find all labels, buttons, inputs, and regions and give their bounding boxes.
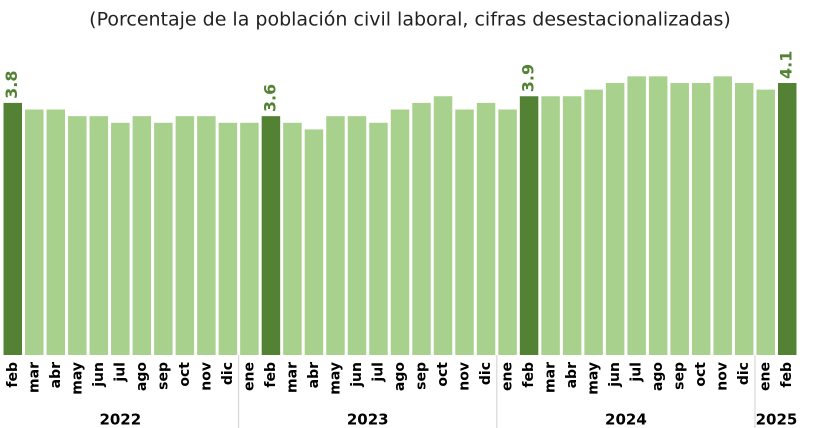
bar <box>648 76 668 355</box>
bar <box>756 89 775 355</box>
bar <box>670 82 689 355</box>
bar <box>89 116 109 356</box>
chart-title: (Porcentaje de la población civil labora… <box>89 9 731 31</box>
x-tick-label: mar <box>543 362 559 393</box>
bar <box>197 116 216 356</box>
x-tick-label: jun <box>349 362 365 388</box>
bar <box>369 122 388 356</box>
bar <box>175 116 195 356</box>
x-tick-label: abr <box>306 362 322 388</box>
x-tick-label: feb <box>5 362 21 388</box>
bar <box>218 122 238 356</box>
x-tick-label: ago <box>392 362 408 391</box>
x-tick-label: nov <box>457 362 473 391</box>
bar <box>283 122 302 356</box>
bar <box>777 82 797 355</box>
bar <box>541 96 560 355</box>
year-label: 2024 <box>605 411 647 428</box>
x-tick-label: abr <box>564 362 580 388</box>
bar <box>412 102 431 355</box>
bar <box>691 82 711 355</box>
x-tick-label: oct <box>435 362 451 387</box>
x-tick-label: may <box>327 362 343 395</box>
bar <box>132 116 152 356</box>
bar <box>154 122 173 356</box>
x-tick-label: ago <box>134 362 150 391</box>
bar <box>25 109 44 356</box>
value-label: 3.8 <box>2 71 21 99</box>
x-tick-label: nov <box>198 362 214 391</box>
bar <box>519 96 539 355</box>
value-label: 3.9 <box>519 64 538 92</box>
x-tick-label: ene <box>241 362 257 391</box>
bar <box>347 116 367 356</box>
x-tick-label: sep <box>414 362 430 390</box>
bar <box>390 109 410 356</box>
value-label: 4.1 <box>777 51 796 79</box>
year-label: 2023 <box>347 411 389 428</box>
x-tick-label: sep <box>672 362 688 390</box>
x-tick-label: mar <box>284 362 300 393</box>
year-label: 2022 <box>99 411 141 428</box>
x-tick-label: dic <box>478 362 494 385</box>
x-tick-label: ene <box>758 362 774 391</box>
bar <box>304 129 324 355</box>
bar <box>584 89 603 355</box>
x-tick-label: ago <box>650 362 666 391</box>
bar <box>46 109 66 356</box>
x-tick-label: dic <box>220 362 236 385</box>
x-tick-label: jun <box>91 362 107 388</box>
bar <box>734 82 754 355</box>
bar <box>261 116 281 356</box>
value-label: 3.6 <box>260 84 279 112</box>
x-tick-label: nov <box>715 362 731 391</box>
x-tick-label: jun <box>607 362 623 388</box>
bar <box>3 102 23 355</box>
x-tick-label: feb <box>521 362 537 388</box>
x-tick-label: jul <box>112 362 128 383</box>
x-tick-label: feb <box>779 362 795 388</box>
bar <box>433 96 453 355</box>
x-tick-label: sep <box>155 362 171 390</box>
bar <box>455 109 474 356</box>
bar <box>476 102 496 355</box>
bar <box>562 96 582 355</box>
x-tick-label: mar <box>26 362 42 393</box>
x-tick-label: jul <box>629 362 645 383</box>
x-tick-label: jul <box>370 362 386 383</box>
bar <box>627 76 646 355</box>
bar <box>240 122 259 356</box>
year-label: 2025 <box>756 411 798 428</box>
x-tick-label: oct <box>693 362 709 387</box>
bar <box>713 76 732 355</box>
bar <box>111 122 130 356</box>
x-tick-label: abr <box>48 362 64 388</box>
bar <box>605 82 625 355</box>
x-tick-label: may <box>586 362 602 395</box>
bar <box>498 109 517 356</box>
x-tick-label: ene <box>500 362 516 391</box>
bar <box>326 116 345 356</box>
x-tick-label: feb <box>263 362 279 388</box>
x-tick-label: dic <box>736 362 752 385</box>
x-tick-label: may <box>69 362 85 395</box>
bar <box>68 116 87 356</box>
x-tick-label: oct <box>177 362 193 387</box>
